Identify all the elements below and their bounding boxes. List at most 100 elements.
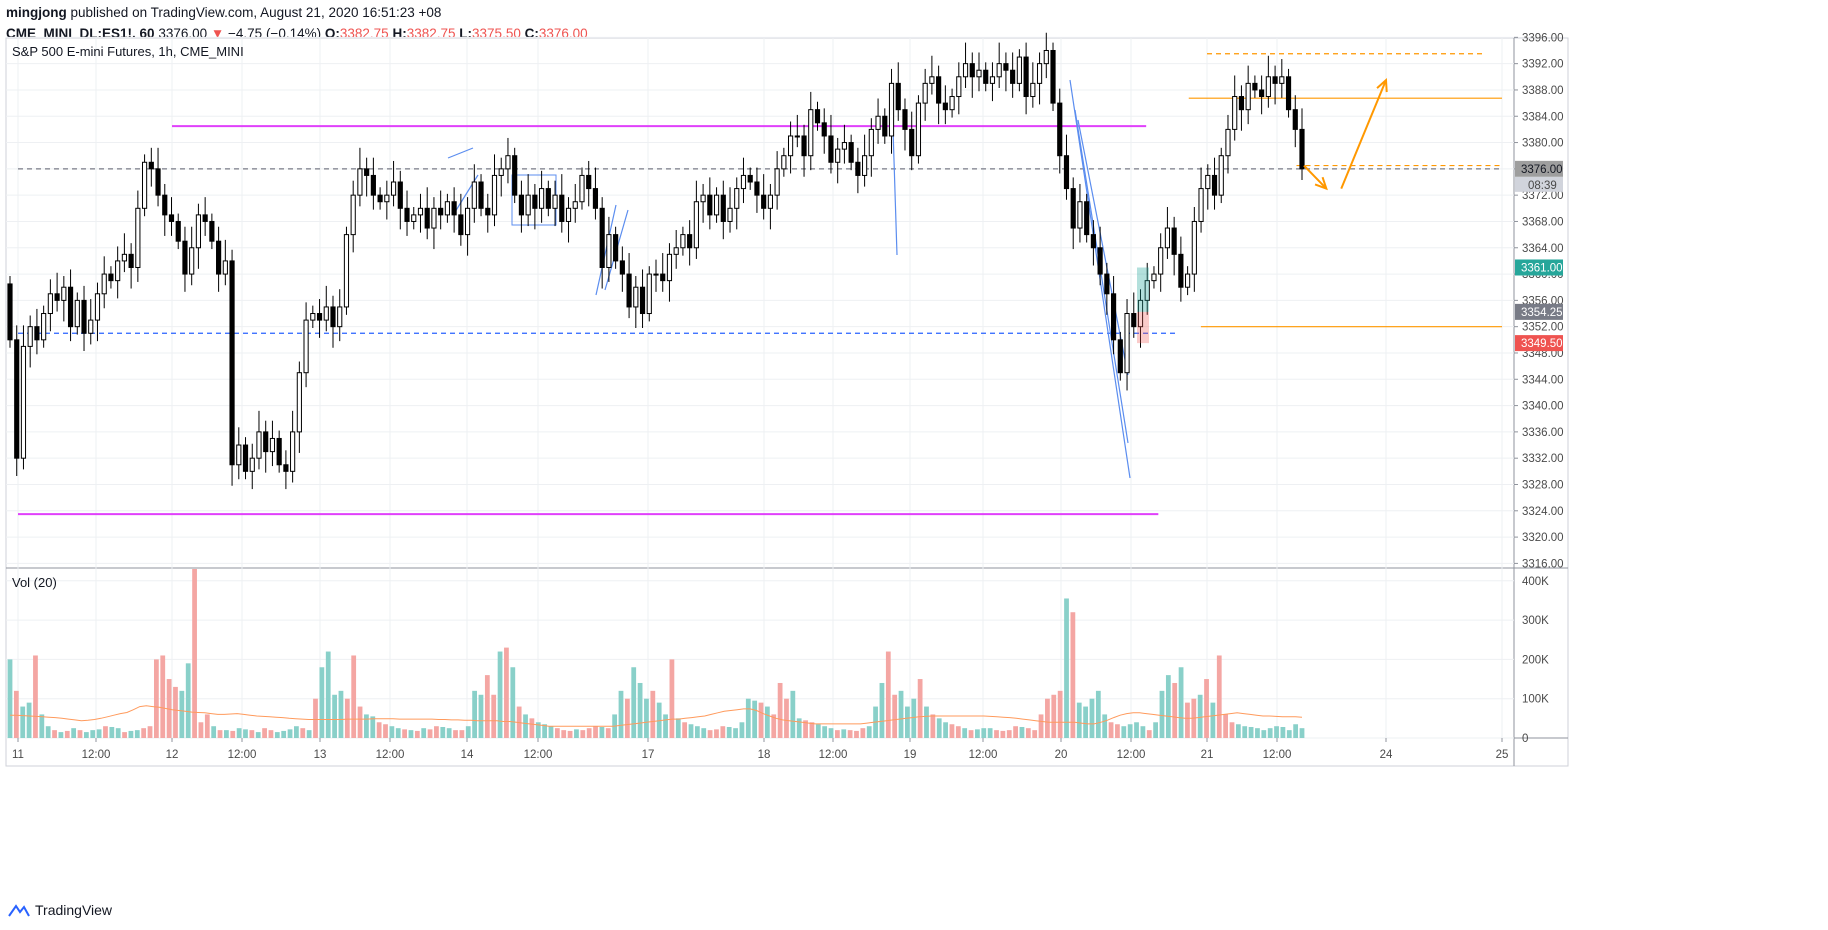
candle [713,194,720,216]
volume-bar [574,729,579,738]
volume-bar [510,667,516,738]
time-tick-label: 18 [758,749,771,761]
volume-bar [77,730,83,738]
candle [727,207,733,222]
volume-bar [1229,722,1235,738]
candle [532,194,538,209]
volume-bar [306,730,312,738]
candle [539,188,545,209]
projection-arrow[interactable] [1340,79,1387,189]
candle [1245,82,1251,111]
volume-tick-label: 400K [1522,576,1549,588]
volume-bar [1216,655,1222,738]
volume-bar [599,726,605,738]
volume-bar [828,728,834,738]
volume-bar [153,659,159,738]
volume-bar [1280,726,1286,738]
volume-bar [440,726,446,738]
candle [680,234,686,249]
volume-bar [523,714,528,738]
candle [1144,280,1150,301]
footer-brand[interactable]: TradingView [8,902,112,918]
volume-bar [7,659,13,738]
volume-bar [720,726,726,738]
volume-bar [994,730,999,738]
volume-bar [554,728,560,738]
candle [47,293,53,315]
volume-bar [376,722,382,738]
volume-bar [427,729,433,738]
price-tick-label: 3384.00 [1522,111,1564,123]
candle [1131,313,1137,328]
candle [572,201,578,209]
volume-bar [1025,728,1031,738]
position-loss-zone[interactable] [1137,311,1149,344]
volume-bar [1210,702,1216,738]
candle [74,299,80,328]
volume-bar [83,732,89,738]
position-profit-zone[interactable] [1137,267,1149,312]
volume-pane-title[interactable]: Vol (20) [12,575,57,590]
volume-bar [714,729,719,738]
candle [1252,82,1258,91]
publisher-name[interactable]: mingjong [6,5,67,20]
volume-bar [1045,698,1050,738]
candle [1137,299,1144,328]
candle [1292,109,1298,130]
candle [323,306,329,321]
candle [377,194,383,203]
volume-bar [809,722,815,738]
trend-line[interactable] [1074,109,1129,444]
volume-bar [204,714,210,738]
price-pane-title[interactable]: S&P 500 E-mini Futures, 1h, CME_MINI [12,44,244,59]
volume-bar [542,724,548,738]
volume-bar [898,690,904,738]
price-tick-label: 3396.00 [1522,32,1564,44]
candle [862,155,868,176]
trend-line[interactable] [447,147,474,159]
candle [983,69,989,84]
price-tick-label: 3336.00 [1522,427,1564,439]
candle [88,319,94,334]
time-tick-label: 17 [642,749,655,761]
candle [478,181,484,209]
candle [303,319,309,374]
candle [357,168,363,196]
volume-bar [790,690,796,738]
time-tick-label: 20 [1055,749,1068,761]
volume-bar [370,716,376,738]
candle [545,188,551,209]
volume-bar [255,732,261,738]
volume-bar [764,706,770,738]
volume-bar [1274,726,1279,738]
volume-bar [1159,690,1165,738]
candle [195,214,202,249]
candle [1164,227,1171,249]
countdown-text: 08:39 [1528,180,1557,192]
volume-bar [1057,690,1063,738]
candle [249,457,255,472]
volume-bar [465,726,471,738]
time-tick-label: 12:00 [82,749,111,761]
candle [229,260,235,466]
candle [162,194,168,216]
price-tick-label: 3340.00 [1522,401,1564,413]
projection-arrow[interactable] [1303,164,1328,190]
trend-line[interactable] [1077,119,1129,376]
candle [895,82,901,111]
candle [148,161,154,170]
candle [1117,339,1123,374]
candle [1050,49,1056,104]
volume-bar [955,726,961,738]
volume-bar [733,728,738,738]
candle [1185,273,1191,288]
candle [1158,247,1164,275]
candle [141,161,148,209]
volume-bar [351,655,357,738]
trend-line[interactable] [595,204,617,296]
volume-bar [567,730,573,738]
volume-bar [618,690,624,738]
volume-bar [185,663,191,738]
volume-bar [243,729,248,738]
